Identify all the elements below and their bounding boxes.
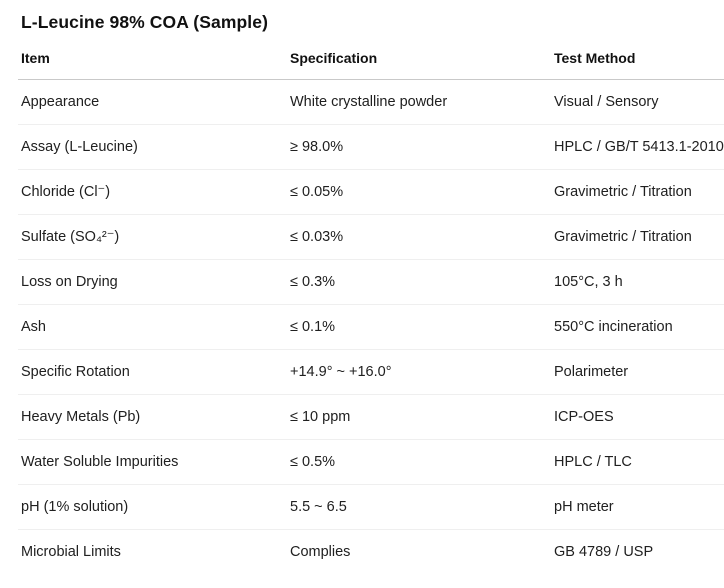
column-header-test-method: Test Method [551, 48, 724, 80]
specification-cell: White crystalline powder [287, 79, 551, 125]
table-row: pH (1% solution) 5.5 ~ 6.5 pH meter [18, 484, 724, 530]
table-row: Assay (L-Leucine) ≥ 98.0% HPLC / GB/T 5413… [18, 124, 724, 170]
specification-cell: Complies [290, 544, 351, 560]
table-row: Appearance White crystalline powder Visual… [18, 79, 724, 125]
test-method-cell: Polarimeter [551, 349, 724, 395]
test-method-cell: GB 4789 / USP [554, 544, 654, 560]
table-row: Sulfate (SO₄²⁻) ≤ 0.03% Gravimetric / Titr… [18, 214, 724, 260]
specification-cell: ≥ 98.0% [287, 124, 551, 170]
test-method-cell: Gravimetric / Titration [551, 169, 724, 215]
table-row: Specific Rotation +14.9° ~ +16.0° Polarime… [18, 349, 724, 395]
test-method-cell: 105°C, 3 h [551, 259, 724, 305]
table-row: Ash ≤ 0.1% 550°C incineration [18, 304, 724, 350]
table-row: Heavy Metals (Pb) ≤ 10 ppm ICP-OES [18, 394, 724, 440]
item-cell: Specific Rotation [18, 349, 287, 395]
specification-cell: ≤ 10 ppm [287, 394, 551, 440]
table-header-row: Item Specification Test Method [18, 48, 724, 80]
column-header-item: Item [18, 48, 287, 80]
column-header-specification: Specification [287, 48, 551, 80]
specification-cell: ≤ 0.3% [287, 259, 551, 305]
coa-spec-table: Item Specification Test Method Appearanc… [18, 48, 724, 574]
table-row: Chloride (Cl⁻) ≤ 0.05% Gravimetric / Titra… [18, 169, 724, 215]
item-cell: Water Soluble Impurities [18, 439, 287, 485]
specification-cell: 5.5 ~ 6.5 [287, 484, 551, 530]
item-cell: Assay (L-Leucine) [18, 124, 287, 170]
test-method-cell: HPLC / TLC [551, 439, 724, 485]
item-cell: Microbial Limits [21, 544, 121, 560]
table-row: Loss on Drying ≤ 0.3% 105°C, 3 h [18, 259, 724, 305]
table-body: Appearance White crystalline powder Visual… [18, 79, 724, 575]
table-header: Item Specification Test Method [18, 48, 724, 80]
table-row: Microbial Limits Complies GB 4789 / USP [18, 530, 724, 575]
specification-cell: ≤ 0.05% [287, 169, 551, 215]
item-cell: Loss on Drying [18, 259, 287, 305]
test-method-cell: pH meter [551, 484, 724, 530]
specification-cell: ≤ 0.03% [287, 214, 551, 260]
coa-page: L-Leucine 98% COA (Sample) Item Specific… [18, 12, 724, 574]
test-method-cell: Gravimetric / Titration [551, 214, 724, 260]
specification-cell: +14.9° ~ +16.0° [287, 349, 551, 395]
specification-cell: ≤ 0.5% [287, 439, 551, 485]
test-method-cell: Visual / Sensory [551, 79, 724, 125]
table-row: Water Soluble Impurities ≤ 0.5% HPLC / TLC [18, 439, 724, 485]
page-title: L-Leucine 98% COA (Sample) [21, 12, 269, 32]
test-method-cell: ICP-OES [551, 394, 724, 440]
specification-cell: ≤ 0.1% [287, 304, 551, 350]
item-cell: Chloride (Cl⁻) [18, 169, 287, 215]
item-cell: Appearance [18, 79, 287, 125]
item-cell: Heavy Metals (Pb) [18, 394, 287, 440]
test-method-cell: 550°C incineration [551, 304, 724, 350]
test-method-cell: HPLC / GB/T 5413.1-2010 [551, 124, 724, 170]
item-cell: Ash [18, 304, 287, 350]
item-cell: pH (1% solution) [18, 484, 287, 530]
item-cell: Sulfate (SO₄²⁻) [18, 214, 287, 260]
